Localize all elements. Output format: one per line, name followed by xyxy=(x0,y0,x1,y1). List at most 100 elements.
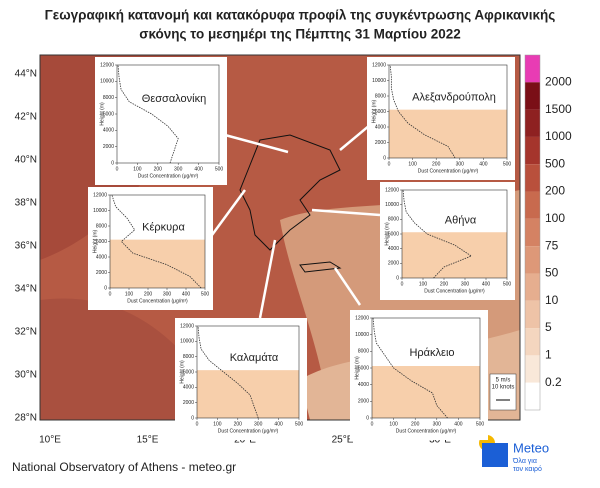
inset-ylabel: Height (m) xyxy=(384,222,390,246)
y-tick-label: 0 xyxy=(383,155,386,161)
y-tick-label: 12000 xyxy=(385,187,399,193)
y-tick-label: 10000 xyxy=(100,79,114,85)
inset-ylabel: Height (m) xyxy=(92,229,98,253)
x-tick-label: 200 xyxy=(440,281,449,287)
y-tick-label: 6000 xyxy=(388,231,399,237)
x-tick-label: 100 xyxy=(213,421,222,427)
x-tick-label: 200 xyxy=(411,421,420,427)
x-tick-label: 0 xyxy=(371,421,374,427)
x-tick-label: 500 xyxy=(201,291,210,297)
lat-label: 42°N xyxy=(15,112,37,123)
colorbar-label: 1000 xyxy=(545,129,572,143)
colorbar-segment xyxy=(525,136,540,165)
y-tick-label: 6000 xyxy=(375,109,386,115)
inset-xlabel: Dust Concentration (μg/m³) xyxy=(424,288,485,294)
y-tick-label: 0 xyxy=(191,415,194,421)
colorbar-label: 1 xyxy=(545,348,552,362)
y-tick-label: 0 xyxy=(396,275,399,281)
logo-tagline: τον καιρό xyxy=(513,465,542,473)
colorbar-segment xyxy=(525,55,540,83)
inset: 0 2000 4000 6000 8000 10000 12000 0 100 200 300 400… xyxy=(367,57,515,180)
lat-label: 30°N xyxy=(15,370,37,381)
x-tick-label: 400 xyxy=(182,291,191,297)
y-tick-label: 8000 xyxy=(375,93,386,99)
colorbar-label: 100 xyxy=(545,211,565,225)
dust-profile xyxy=(389,64,456,159)
dust-profile xyxy=(372,317,448,419)
colorbar-label: 200 xyxy=(545,184,565,198)
y-tick-label: 12000 xyxy=(180,323,194,329)
x-tick-label: 0 xyxy=(196,421,199,427)
wind-legend-text: 5 m/s xyxy=(496,378,511,384)
y-tick-label: 8000 xyxy=(358,349,369,355)
colorbar-segment xyxy=(525,273,540,301)
wind-legend: 5 m/s 10 knots xyxy=(489,373,517,411)
x-tick-label: 500 xyxy=(503,161,512,167)
colorbar-segment xyxy=(525,355,540,383)
x-tick-label: 400 xyxy=(454,421,463,427)
logo: Meteo Όλα για τον καιρό xyxy=(479,435,549,473)
x-tick-label: 300 xyxy=(254,421,263,427)
crete-outline xyxy=(299,261,342,273)
inset-xlabel: Dust Concentration (μg/m³) xyxy=(396,428,457,434)
x-tick-label: 0 xyxy=(401,281,404,287)
dust-layer xyxy=(389,109,507,158)
inset: 0 2000 4000 6000 8000 10000 12000 0 100 200 300 400… xyxy=(380,182,515,300)
lat-label: 28°N xyxy=(15,413,37,424)
x-tick-label: 100 xyxy=(419,281,428,287)
colorbar-label: 500 xyxy=(545,156,565,170)
x-tick-label: 300 xyxy=(433,421,442,427)
x-tick-label: 0 xyxy=(388,161,391,167)
colorbar-label: 1500 xyxy=(545,102,572,116)
inset-xlabel: Dust Concentration (μg/m³) xyxy=(127,298,188,304)
x-tick-label: 200 xyxy=(154,166,163,172)
y-tick-label: 8000 xyxy=(103,95,114,101)
y-tick-label: 0 xyxy=(111,160,114,166)
x-tick-label: 400 xyxy=(482,281,491,287)
y-tick-label: 2000 xyxy=(375,140,386,146)
y-tick-label: 12000 xyxy=(100,62,114,68)
x-tick-label: 300 xyxy=(163,291,172,297)
dust-profile xyxy=(117,64,179,164)
y-tick-label: 4000 xyxy=(183,385,194,391)
y-tick-label: 2000 xyxy=(358,399,369,405)
logo-tagline: Όλα για xyxy=(512,458,537,465)
footer: National Observatory of Athens - meteo.g… xyxy=(12,460,236,474)
y-tick-label: 6000 xyxy=(358,365,369,371)
x-tick-label: 500 xyxy=(295,421,304,427)
inset-xlabel: Dust Concentration (μg/m³) xyxy=(138,173,199,179)
y-tick-label: 10000 xyxy=(180,339,194,345)
y-tick-label: 4000 xyxy=(375,124,386,130)
x-tick-label: 100 xyxy=(133,166,142,172)
x-tick-label: 200 xyxy=(432,161,441,167)
x-tick-label: 500 xyxy=(476,421,485,427)
y-tick-label: 10000 xyxy=(355,332,369,338)
lon-label: 25°E xyxy=(332,435,354,446)
y-tick-label: 6000 xyxy=(103,111,114,117)
x-tick-label: 500 xyxy=(503,281,512,287)
inset: 0 2000 4000 6000 8000 10000 12000 0 100 200 300 400… xyxy=(350,310,488,440)
y-tick-label: 6000 xyxy=(96,239,107,245)
x-tick-label: 400 xyxy=(274,421,283,427)
colorbar-label: 75 xyxy=(545,238,559,252)
y-tick-label: 12000 xyxy=(372,62,386,68)
y-tick-label: 2000 xyxy=(96,270,107,276)
lat-label: 44°N xyxy=(15,69,37,80)
lat-label: 34°N xyxy=(15,284,37,295)
dust-layer xyxy=(372,366,480,418)
y-tick-label: 2000 xyxy=(183,400,194,406)
y-tick-label: 0 xyxy=(366,415,369,421)
wind-legend-box xyxy=(489,373,517,411)
inset-label: Ηράκλειο xyxy=(409,347,454,359)
inset: 0 2000 4000 6000 8000 10000 12000 0 100 200 300 400… xyxy=(88,187,213,310)
colorbar-segment xyxy=(525,191,540,219)
colorbar-segment xyxy=(525,218,540,247)
x-tick-label: 500 xyxy=(215,166,224,172)
y-tick-label: 10000 xyxy=(372,78,386,84)
lon-label: 20°E xyxy=(234,435,256,446)
colorbar-frame xyxy=(524,54,541,411)
y-tick-label: 12000 xyxy=(93,192,107,198)
colorbar-segment xyxy=(525,300,540,329)
colorbar-segment xyxy=(525,328,540,356)
colorbar-segment xyxy=(525,382,540,410)
